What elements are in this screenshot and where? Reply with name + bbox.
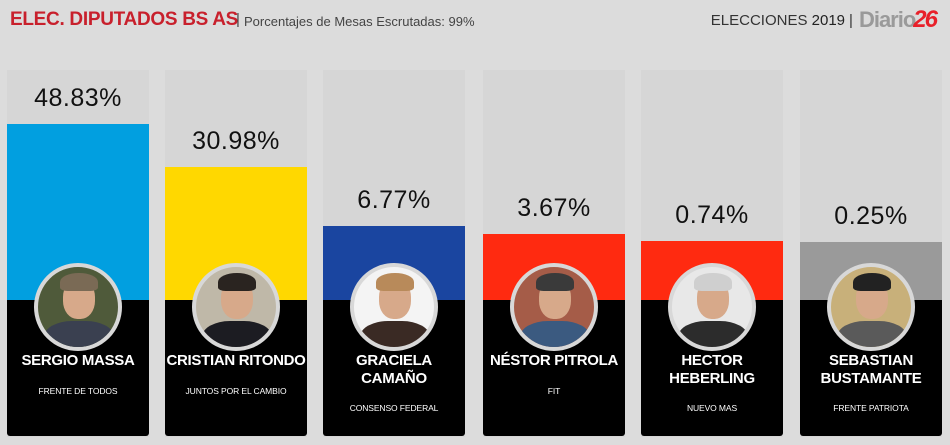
candidate-photo	[350, 263, 438, 351]
candidate-photo	[827, 263, 915, 351]
party-name: JUNTOS POR EL CAMBIO	[185, 386, 287, 396]
brand-block: ELECCIONES 2019 | Diario 26	[710, 6, 938, 34]
hair-shape	[376, 273, 414, 291]
body-shape	[678, 321, 748, 347]
brand-separator: |	[849, 11, 853, 29]
election-year: 2019	[811, 11, 846, 29]
party-name: FRENTE PATRIOTA	[833, 403, 909, 413]
body-shape	[360, 321, 430, 347]
candidate-name: SEBASTIAN BUSTAMANTE	[820, 352, 922, 387]
candidate-photo	[192, 263, 280, 351]
candidate-column: 6.77% GRACIELA CAMAÑO CONSENSO FEDERAL	[323, 70, 465, 437]
body-shape	[44, 321, 114, 347]
candidate-column: 30.98% CRISTIAN RITONDO JUNTOS POR EL CA…	[165, 70, 307, 437]
title-separator: |	[236, 11, 240, 28]
percent-label: 6.77%	[357, 186, 431, 214]
body-shape	[202, 321, 272, 347]
page-title: ELEC. DIPUTADOS BS AS	[10, 9, 239, 30]
hair-shape	[694, 273, 732, 291]
candidate-column: 48.83% SERGIO MASSA FRENTE DE TODOS	[7, 70, 149, 437]
body-shape	[837, 321, 907, 347]
candidate-photo	[668, 263, 756, 351]
body-shape	[520, 321, 590, 347]
header: ELEC. DIPUTADOS BS AS | Porcentajes de M…	[0, 0, 950, 45]
percent-label: 48.83%	[34, 84, 122, 112]
candidate-column: 0.74% HECTOR HEBERLING NUEVO MAS	[641, 70, 783, 437]
party-name: NUEVO MAS	[686, 403, 738, 413]
percent-label: 30.98%	[192, 127, 280, 155]
percent-label: 3.67%	[517, 194, 591, 222]
party-name: CONSENSO FEDERAL	[349, 403, 439, 413]
candidate-column: 0.25% SEBASTIAN BUSTAMANTE FRENTE PATRIO…	[800, 70, 942, 437]
logo-number: 26	[913, 6, 938, 33]
candidate-name: GRACIELA CAMAÑO	[356, 352, 432, 387]
candidate-column: 3.67% NÉSTOR PITROLA FIT	[483, 70, 625, 437]
party-name: FIT	[547, 386, 561, 396]
candidate-photo	[34, 263, 122, 351]
hair-shape	[60, 273, 98, 291]
hair-shape	[853, 273, 891, 291]
percent-label: 0.25%	[834, 202, 908, 230]
percent-label: 0.74%	[675, 201, 749, 229]
scrutiny-subtitle: Porcentajes de Mesas Escrutadas: 99%	[244, 14, 475, 29]
candidate-name: NÉSTOR PITROLA	[489, 352, 619, 369]
elections-label: ELECCIONES 2019	[710, 11, 846, 29]
candidate-name: CRISTIAN RITONDO	[166, 352, 306, 369]
logo-text: Diario	[858, 7, 916, 32]
candidate-name: HECTOR HEBERLING	[669, 352, 755, 387]
party-name: FRENTE DE TODOS	[38, 386, 118, 396]
candidate-photo	[510, 263, 598, 351]
candidate-name: SERGIO MASSA	[21, 352, 135, 369]
hair-shape	[218, 273, 256, 291]
hair-shape	[536, 273, 574, 291]
